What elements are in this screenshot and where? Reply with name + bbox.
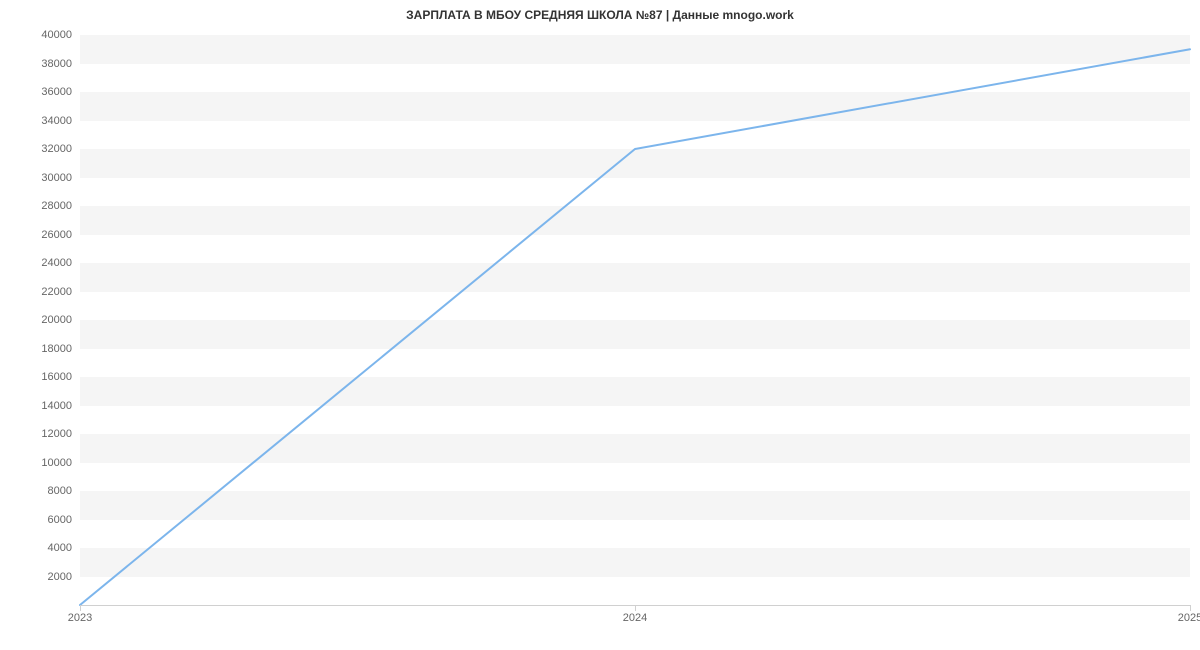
y-tick-label: 12000 [12,428,72,440]
line-series [80,35,1190,605]
x-tick-mark [80,605,81,611]
x-tick-label: 2024 [623,612,647,624]
x-tick-label: 2025 [1178,612,1200,624]
y-tick-label: 36000 [12,86,72,98]
y-tick-label: 4000 [12,542,72,554]
y-tick-label: 2000 [12,571,72,583]
y-tick-label: 22000 [12,286,72,298]
y-tick-label: 8000 [12,485,72,497]
y-tick-label: 14000 [12,400,72,412]
chart-title: ЗАРПЛАТА В МБОУ СРЕДНЯЯ ШКОЛА №87 | Данн… [0,8,1200,22]
x-tick-mark [1190,605,1191,611]
y-tick-label: 40000 [12,29,72,41]
y-tick-label: 20000 [12,314,72,326]
plot-area [80,35,1190,605]
chart-container: ЗАРПЛАТА В МБОУ СРЕДНЯЯ ШКОЛА №87 | Данн… [0,0,1200,650]
y-tick-label: 26000 [12,229,72,241]
y-tick-label: 28000 [12,200,72,212]
y-tick-label: 24000 [12,257,72,269]
x-tick-mark [635,605,636,611]
y-tick-label: 6000 [12,514,72,526]
y-tick-label: 30000 [12,172,72,184]
y-tick-label: 18000 [12,343,72,355]
y-tick-label: 32000 [12,143,72,155]
x-tick-label: 2023 [68,612,92,624]
y-tick-label: 10000 [12,457,72,469]
y-tick-label: 16000 [12,371,72,383]
y-tick-label: 38000 [12,58,72,70]
y-tick-label: 34000 [12,115,72,127]
